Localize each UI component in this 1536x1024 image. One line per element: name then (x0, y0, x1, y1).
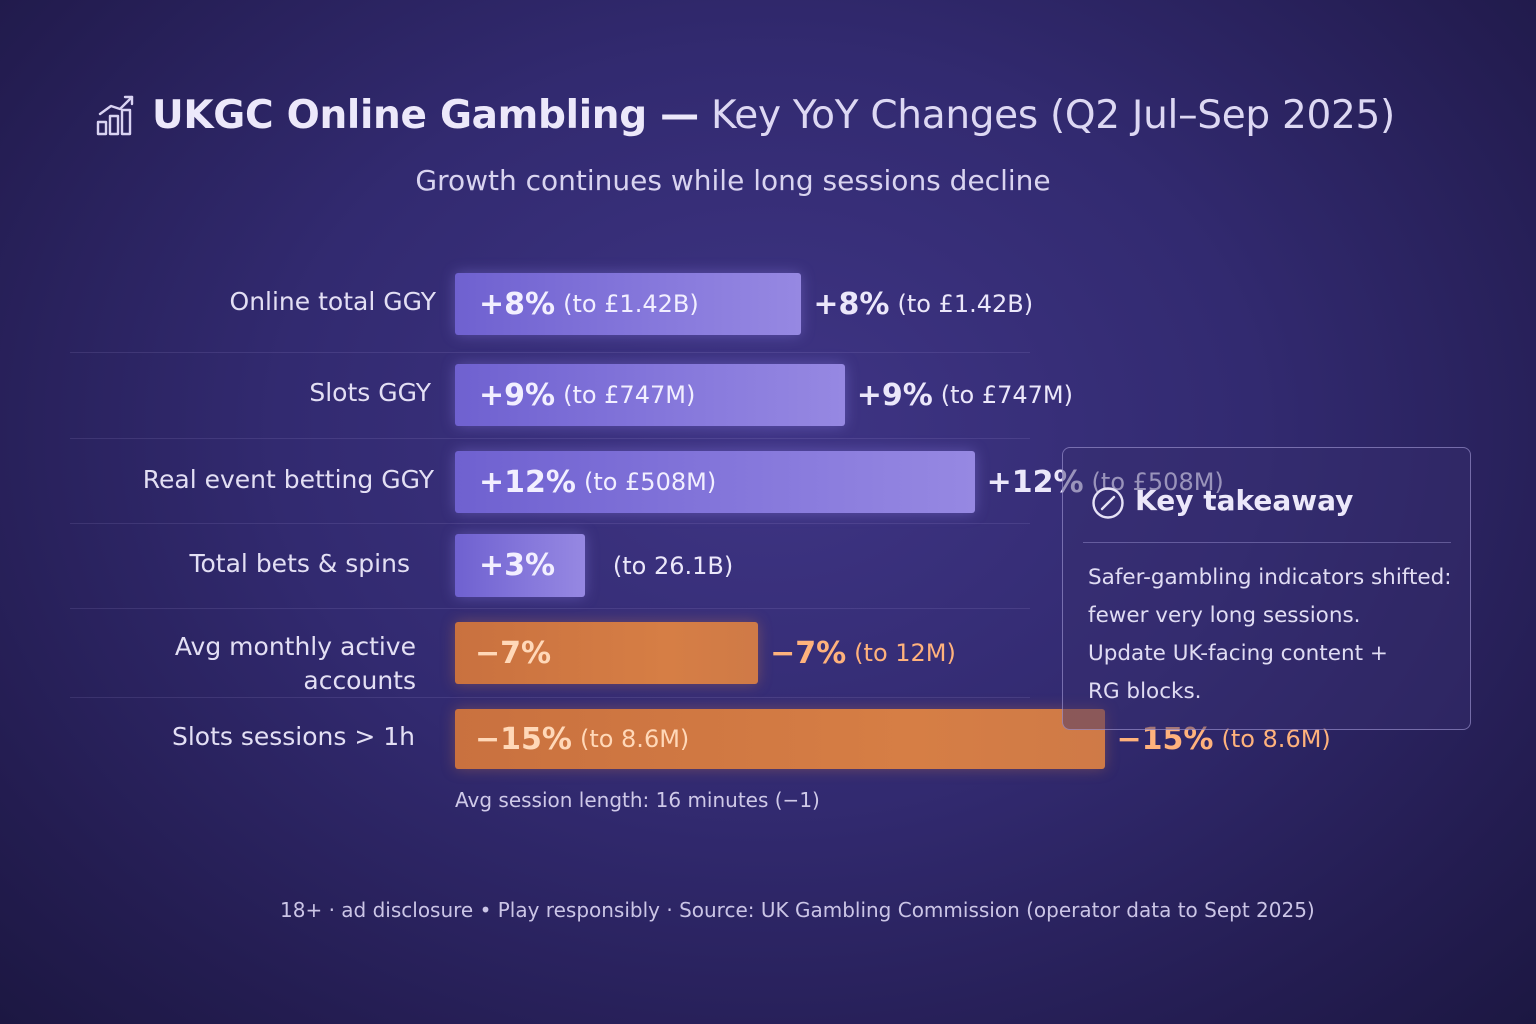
header: UKGC Online Gambling — Key YoY Changes (… (0, 86, 1536, 150)
footer-disclosure: 18+ · ad disclosure • Play responsibly ·… (280, 898, 1315, 922)
data-label-value: +12% (986, 464, 1084, 500)
takeaway-title: Key takeaway (1135, 484, 1354, 517)
row-divider (70, 608, 1030, 609)
data-label: (to 26.1B) (605, 534, 733, 597)
category-label: Slots sessions > 1h (171, 722, 415, 751)
data-label: −7% (to 12M) (770, 622, 956, 684)
bar: −15% (to 8.6M) (455, 709, 1105, 769)
takeaway-line: fewer very long sessions. (1088, 603, 1361, 628)
data-label-detail: (to 12M) (854, 639, 956, 667)
takeaway-card: Key takeaway Safer-gambling indicators s… (1062, 447, 1471, 730)
category-label: Total bets & spins (189, 549, 410, 578)
takeaway-line: Safer-gambling indicators shifted: (1088, 565, 1452, 590)
bar: +9% (to £747M) (455, 364, 845, 426)
category-label: Avg monthly active accounts (174, 632, 416, 695)
bar: +12% (to £508M) (455, 451, 975, 513)
row-divider (70, 438, 1030, 439)
takeaway-divider (1083, 542, 1451, 543)
bar-value: +8% (479, 286, 556, 322)
data-label: +8% (to £1.42B) (813, 273, 1033, 335)
takeaway-line: Update UK-facing content + (1088, 641, 1388, 666)
row-divider (70, 523, 1030, 524)
data-label-value: +8% (813, 286, 890, 322)
bar-detail: (to £747M) (563, 381, 696, 409)
data-label-value: +9% (856, 377, 933, 413)
takeaway-line: RG blocks. (1088, 679, 1202, 704)
bar: +3% (455, 534, 585, 597)
chart-annotation: Avg session length: 16 minutes (−1) (455, 788, 820, 812)
bar-value-label: −7% (475, 622, 551, 684)
row-divider (70, 352, 1030, 353)
bar-value: +9% (479, 377, 556, 413)
check-circle-icon (1092, 487, 1124, 519)
bar-value: −7% (475, 635, 552, 671)
bar-detail: (to £508M) (583, 468, 717, 496)
bar-detail: (to £1.42B) (563, 290, 699, 318)
title-light: Key YoY Changes (Q2 Jul–Sep 2025) (710, 93, 1395, 138)
data-label-detail: (to 26.1B) (612, 551, 734, 580)
bar-value: −15% (475, 721, 572, 757)
bar-value-label: +12% (to £508M) (479, 451, 716, 513)
data-label-detail: (to £747M) (940, 381, 1073, 409)
bar-value-label: +9% (to £747M) (479, 364, 695, 426)
bar-value-label: +3% (479, 534, 555, 597)
row-divider (70, 697, 1030, 698)
title-strong: UKGC Online Gambling — (152, 93, 699, 138)
bar-value-label: −15% (to 8.6M) (475, 709, 689, 769)
bar-chart-trend-icon (96, 95, 134, 136)
bar-value-label: +8% (to £1.42B) (479, 273, 699, 335)
bar: −7% (455, 622, 759, 684)
data-label-detail: (to £1.42B) (897, 290, 1034, 318)
category-label: Real event betting GGY (142, 465, 434, 494)
page-title: UKGC Online Gambling — Key YoY Changes (… (152, 86, 1395, 146)
bar-value: +12% (479, 464, 576, 500)
bar: +8% (to £1.42B) (455, 273, 802, 335)
category-label: Online total GGY (229, 287, 436, 316)
category-label: Slots GGY (309, 378, 431, 407)
data-label-value: −7% (770, 635, 847, 671)
takeaway-body: Safer-gambling indicators shifted: fewer… (1088, 559, 1452, 711)
data-label: +9% (to £747M) (857, 364, 1073, 426)
bar-value: +3% (479, 548, 556, 583)
subtitle: Growth continues while long sessions dec… (415, 164, 1051, 197)
data-label-value: −15% (1116, 721, 1214, 757)
data-label-detail: (to £508M) (1091, 468, 1224, 496)
data-label: +12% (to £508M) (987, 451, 1224, 513)
bar-detail: (to 8.6M) (579, 725, 690, 753)
